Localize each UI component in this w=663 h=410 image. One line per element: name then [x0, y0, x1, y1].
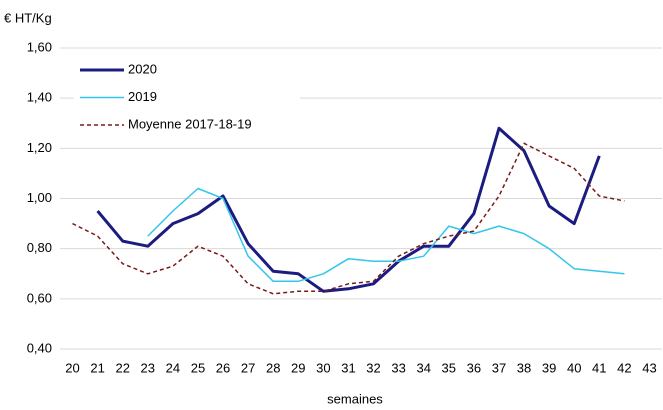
x-tick-label: 36 [467, 360, 481, 375]
x-tick-label: 25 [191, 360, 205, 375]
x-tick-label: 40 [567, 360, 581, 375]
x-tick-label: 22 [115, 360, 129, 375]
x-tick-label: 31 [341, 360, 355, 375]
x-tick-label: 34 [416, 360, 430, 375]
y-tick-label: 0,60 [27, 290, 52, 305]
x-tick-label: 39 [542, 360, 556, 375]
line-series [72, 142, 625, 295]
x-tick-label: 32 [366, 360, 380, 375]
x-tick-label: 42 [617, 360, 631, 375]
legend-label: 2019 [128, 89, 157, 104]
x-tick-label: 37 [492, 360, 506, 375]
legend-label: Moyenne 2017-18-19 [128, 116, 252, 131]
y-axis-label: € HT/Kg [4, 10, 52, 25]
x-tick-label: 29 [291, 360, 305, 375]
y-tick-label: 0,80 [27, 240, 52, 255]
x-tick-label: 43 [642, 360, 656, 375]
x-tick-label: 30 [316, 360, 330, 375]
x-tick-label: 33 [391, 360, 405, 375]
x-tick-label: 28 [266, 360, 280, 375]
line-series [96, 126, 601, 293]
x-tick-label: 23 [141, 360, 155, 375]
x-axis-label: semaines [327, 391, 383, 406]
line-series [147, 187, 625, 283]
y-tick-label: 0,40 [27, 340, 52, 355]
y-tick-label: 1,00 [27, 190, 52, 205]
legend-label: 2020 [128, 61, 157, 76]
x-tick-label: 20 [65, 360, 79, 375]
y-tick-label: 1,60 [27, 39, 52, 54]
x-tick-label: 41 [592, 360, 606, 375]
y-tick-label: 1,40 [27, 90, 52, 105]
legend: 2020 2019 Moyenne 2017-18-19 [74, 56, 300, 138]
x-tick-label: 35 [442, 360, 456, 375]
x-tick-label: 27 [241, 360, 255, 375]
x-tick-label: 26 [216, 360, 230, 375]
x-tick-label: 24 [166, 360, 180, 375]
x-tick-label: 21 [90, 360, 104, 375]
x-tick-label: 38 [517, 360, 531, 375]
y-tick-label: 1,20 [27, 140, 52, 155]
